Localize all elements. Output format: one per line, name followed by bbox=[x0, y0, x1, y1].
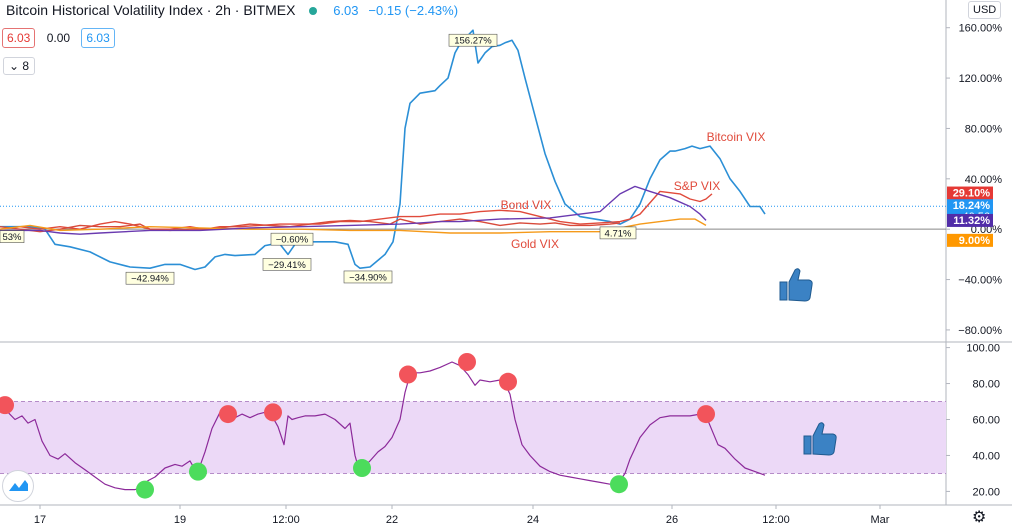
chevron-down-icon: ⌄ bbox=[9, 59, 20, 73]
value-label: 53% bbox=[2, 232, 22, 243]
overbought-marker bbox=[399, 365, 417, 384]
value-label: −34.90% bbox=[349, 272, 387, 283]
price-tag-bg bbox=[947, 186, 993, 200]
settings-gear-icon[interactable]: ⚙ bbox=[972, 509, 987, 526]
price-tag-label: 9.00% bbox=[959, 235, 990, 247]
oversold-marker bbox=[189, 462, 207, 481]
overbought-marker bbox=[458, 352, 476, 371]
legend-value-red: 6.03 bbox=[2, 28, 36, 48]
series-line-bond-vix bbox=[0, 218, 621, 233]
thumbs-up-icon bbox=[803, 422, 837, 456]
value-label-box bbox=[270, 232, 314, 246]
value-label-box bbox=[0, 230, 25, 243]
value-label-box bbox=[343, 270, 393, 284]
overbought-marker bbox=[219, 405, 237, 424]
overbought-marker bbox=[499, 372, 517, 391]
value-label: 4.71% bbox=[605, 228, 632, 239]
value-label: −42.94% bbox=[131, 274, 169, 285]
series-annotation: Gold VIX bbox=[511, 237, 559, 251]
overbought-marker bbox=[697, 405, 715, 424]
currency-button[interactable]: USD bbox=[968, 1, 1002, 19]
rsi-y-tick-label: 80.00 bbox=[972, 379, 1000, 391]
legend-collapse-button[interactable]: ⌄ 8 bbox=[3, 57, 36, 75]
value-label-box bbox=[125, 271, 175, 285]
y-tick-label: 120.00% bbox=[959, 73, 1003, 85]
chart-header: Bitcoin Historical Volatility Index · 2h… bbox=[6, 2, 458, 18]
oversold-marker bbox=[136, 480, 154, 499]
oversold-marker bbox=[353, 459, 371, 478]
overbought-marker bbox=[264, 403, 282, 422]
legend-value-blue: 6.03 bbox=[81, 28, 115, 48]
series-line-gold-vix bbox=[0, 218, 707, 234]
price-tag-label: 18.24% bbox=[953, 200, 991, 212]
legend-value-mid: 0.00 bbox=[46, 31, 71, 45]
series-line-purple bbox=[0, 185, 707, 235]
y-tick-label: 80.00% bbox=[965, 123, 1003, 135]
x-tick-label: 12:00 bbox=[272, 514, 300, 526]
rsi-y-tick-label: 20.00 bbox=[972, 486, 1000, 498]
tradingview-logo-icon bbox=[9, 480, 28, 491]
market-status-icon bbox=[309, 6, 318, 15]
x-tick-label: 17 bbox=[34, 514, 46, 526]
series-line-bitcoin-vix bbox=[0, 29, 766, 271]
x-tick-label: 12:00 bbox=[762, 514, 790, 526]
rsi-band bbox=[0, 401, 946, 474]
x-tick-label: 22 bbox=[386, 514, 398, 526]
overbought-marker bbox=[0, 396, 14, 415]
x-tick-label: 19 bbox=[174, 514, 186, 526]
y-tick-label: 40.00% bbox=[965, 174, 1003, 186]
x-tick-label: Mar bbox=[871, 514, 890, 526]
series-annotation: S&P VIX bbox=[674, 179, 720, 193]
price-tag-label: 29.10% bbox=[953, 188, 991, 200]
x-tick-label: 24 bbox=[527, 514, 539, 526]
y-tick-label: −80.00% bbox=[958, 325, 1002, 337]
value-label: −0.60% bbox=[276, 235, 309, 246]
price-tag-bg bbox=[947, 233, 993, 247]
price-tag-bg bbox=[947, 213, 993, 227]
value-label-box bbox=[448, 33, 498, 47]
last-value: 6.03 bbox=[333, 3, 359, 18]
value-label-box bbox=[262, 258, 312, 271]
tradingview-logo[interactable] bbox=[2, 470, 34, 502]
rsi-y-tick-label: 60.00 bbox=[972, 415, 1000, 427]
rsi-y-tick-label: 40.00 bbox=[972, 450, 1000, 462]
value-label-box bbox=[599, 226, 637, 240]
value-label: 156.27% bbox=[454, 36, 492, 47]
series-annotation: Bitcoin VIX bbox=[707, 130, 766, 144]
chart-title: Bitcoin Historical Volatility Index · 2h… bbox=[6, 2, 296, 18]
series-line-s-p-vix bbox=[0, 190, 713, 230]
y-tick-label: 160.00% bbox=[959, 23, 1003, 35]
oversold-marker bbox=[610, 475, 628, 494]
y-tick-label: −40.00% bbox=[958, 275, 1002, 287]
x-tick-label: 26 bbox=[666, 514, 678, 526]
change-value: −0.15 (−2.43%) bbox=[368, 3, 459, 18]
price-tag-label: 11.32% bbox=[953, 215, 990, 227]
y-tick-label: 0.00% bbox=[971, 224, 1002, 236]
series-annotation: Bond VIX bbox=[501, 198, 552, 212]
value-label: −29.41% bbox=[268, 260, 306, 271]
indicator-count: 8 bbox=[22, 59, 30, 73]
rsi-y-tick-label: 100.00 bbox=[966, 343, 1000, 355]
legend-values: 6.03 0.00 6.03 bbox=[2, 28, 115, 48]
thumbs-up-icon bbox=[779, 268, 813, 302]
